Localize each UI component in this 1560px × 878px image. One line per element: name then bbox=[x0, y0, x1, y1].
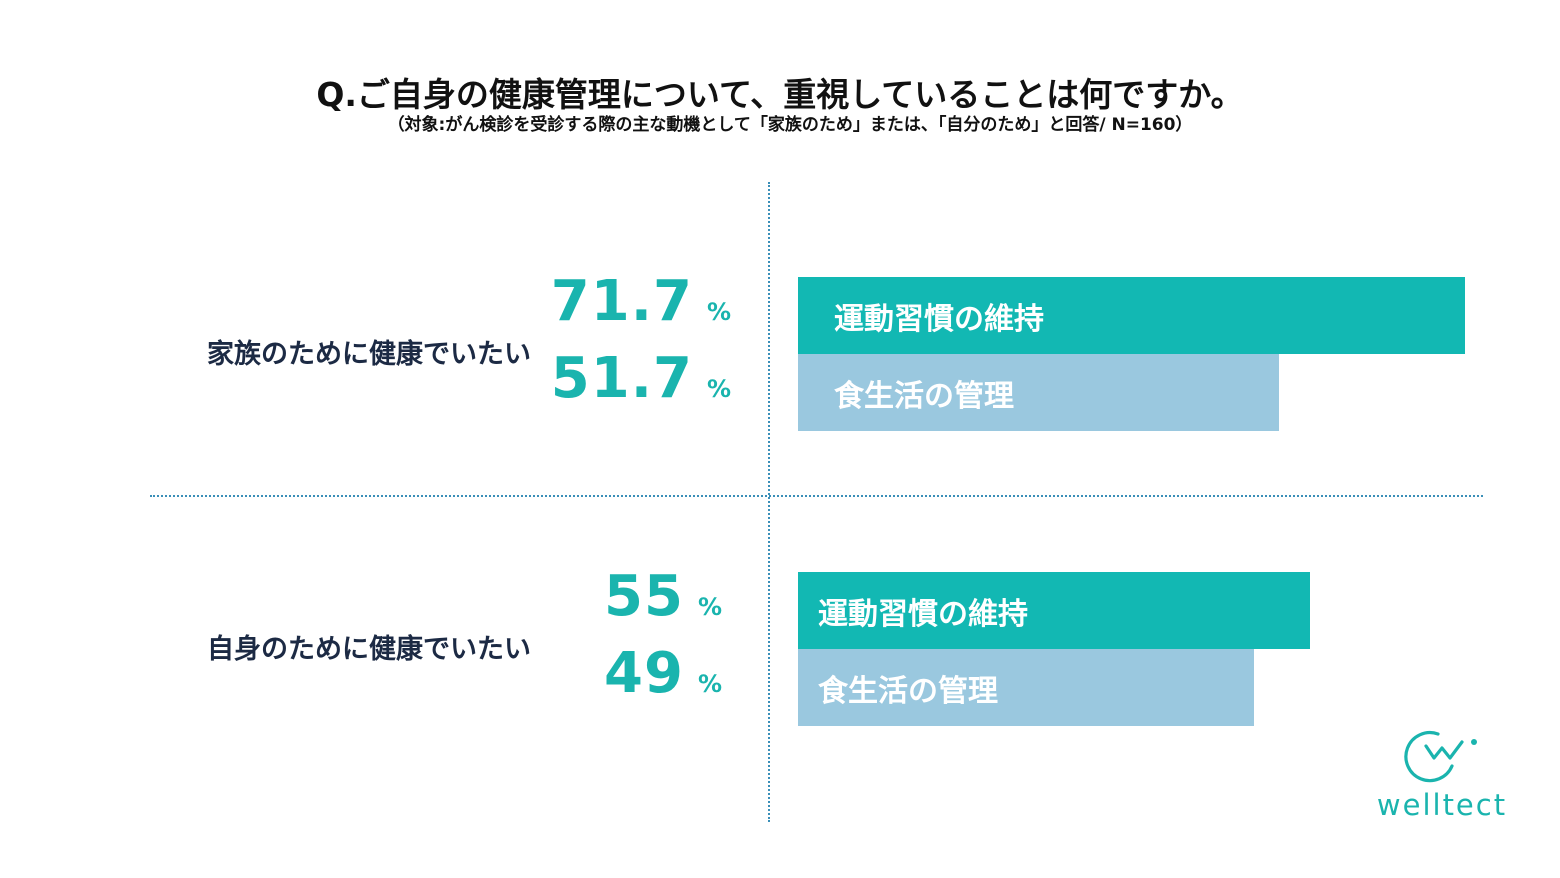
percent-label: 71.7% bbox=[551, 269, 731, 334]
percent-value: 71.7 bbox=[550, 269, 693, 334]
horizontal-divider bbox=[150, 495, 1483, 497]
bar: 食生活の管理 bbox=[798, 649, 1254, 726]
percent-unit: % bbox=[706, 298, 731, 326]
percent-label: 49% bbox=[604, 641, 722, 706]
percent-unit: % bbox=[697, 670, 722, 698]
welltect-logo: welltect bbox=[1372, 722, 1512, 822]
percent-label: 55% bbox=[604, 564, 722, 629]
welltect-logo-icon bbox=[1404, 731, 1477, 783]
bar-label: 運動習慣の維持 bbox=[818, 596, 1028, 632]
bar-label: 食生活の管理 bbox=[818, 673, 998, 709]
chart-title: Q.ご自身の健康管理について、重視していることは何ですか。 bbox=[316, 75, 1244, 114]
bar: 食生活の管理 bbox=[798, 354, 1279, 431]
percent-unit: % bbox=[706, 375, 731, 403]
vertical-divider bbox=[768, 182, 770, 822]
group-label: 家族のために健康でいたい bbox=[207, 339, 531, 370]
percent-value: 49 bbox=[604, 641, 684, 706]
bar-label: 食生活の管理 bbox=[834, 378, 1014, 414]
bar-label: 運動習慣の維持 bbox=[834, 301, 1044, 337]
bar: 運動習慣の維持 bbox=[798, 572, 1310, 649]
bar: 運動習慣の維持 bbox=[798, 277, 1465, 354]
percent-label: 51.7% bbox=[551, 346, 731, 411]
logo-text: welltect bbox=[1376, 788, 1508, 822]
percent-value: 51.7 bbox=[550, 346, 693, 411]
percent-unit: % bbox=[697, 593, 722, 621]
group-label: 自身のために健康でいたい bbox=[207, 634, 531, 665]
chart-subtitle: （対象:がん検診を受診する際の主な動機として「家族のため」または、「自分のため」… bbox=[387, 115, 1193, 135]
percent-value: 55 bbox=[604, 564, 684, 629]
